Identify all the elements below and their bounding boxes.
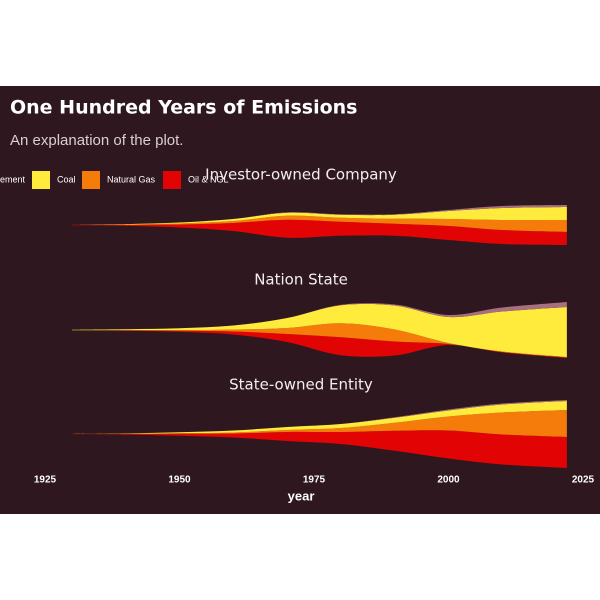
- facet-title: Nation State: [254, 271, 348, 289]
- facet-title: State-owned Entity: [229, 376, 373, 394]
- legend-swatch: [32, 171, 50, 189]
- chart-title: One Hundred Years of Emissions: [10, 97, 357, 119]
- stream-area: [71, 303, 567, 357]
- x-tick-label: 1925: [34, 475, 57, 486]
- stream-area: [71, 205, 567, 225]
- legend-swatch: [163, 171, 181, 189]
- stream-area: [71, 219, 567, 245]
- x-tick-label: 2025: [572, 475, 595, 486]
- stream-area: [71, 430, 567, 468]
- legend-swatch: [82, 171, 100, 189]
- stream-area: [71, 400, 567, 434]
- legend-label: Coal: [57, 174, 76, 184]
- x-axis-label: year: [288, 488, 315, 503]
- stream-area: [71, 330, 567, 358]
- stream-area: [71, 207, 567, 225]
- x-tick-label: 1975: [303, 475, 326, 486]
- stream-area: [71, 323, 567, 358]
- facet-title: Investor-owned Company: [205, 166, 397, 184]
- x-tick-label: 2000: [437, 475, 460, 486]
- legend-label: Cement: [0, 174, 25, 184]
- x-tick-label: 1950: [168, 475, 191, 486]
- legend-label: Natural Gas: [107, 174, 156, 184]
- legend-label: Oil & NGL: [188, 174, 229, 184]
- stream-area: [71, 401, 567, 434]
- stream-area: [71, 215, 567, 232]
- stream-area: [71, 410, 567, 437]
- chart-subtitle: An explanation of the plot.: [10, 132, 183, 149]
- stream-area: [71, 302, 567, 330]
